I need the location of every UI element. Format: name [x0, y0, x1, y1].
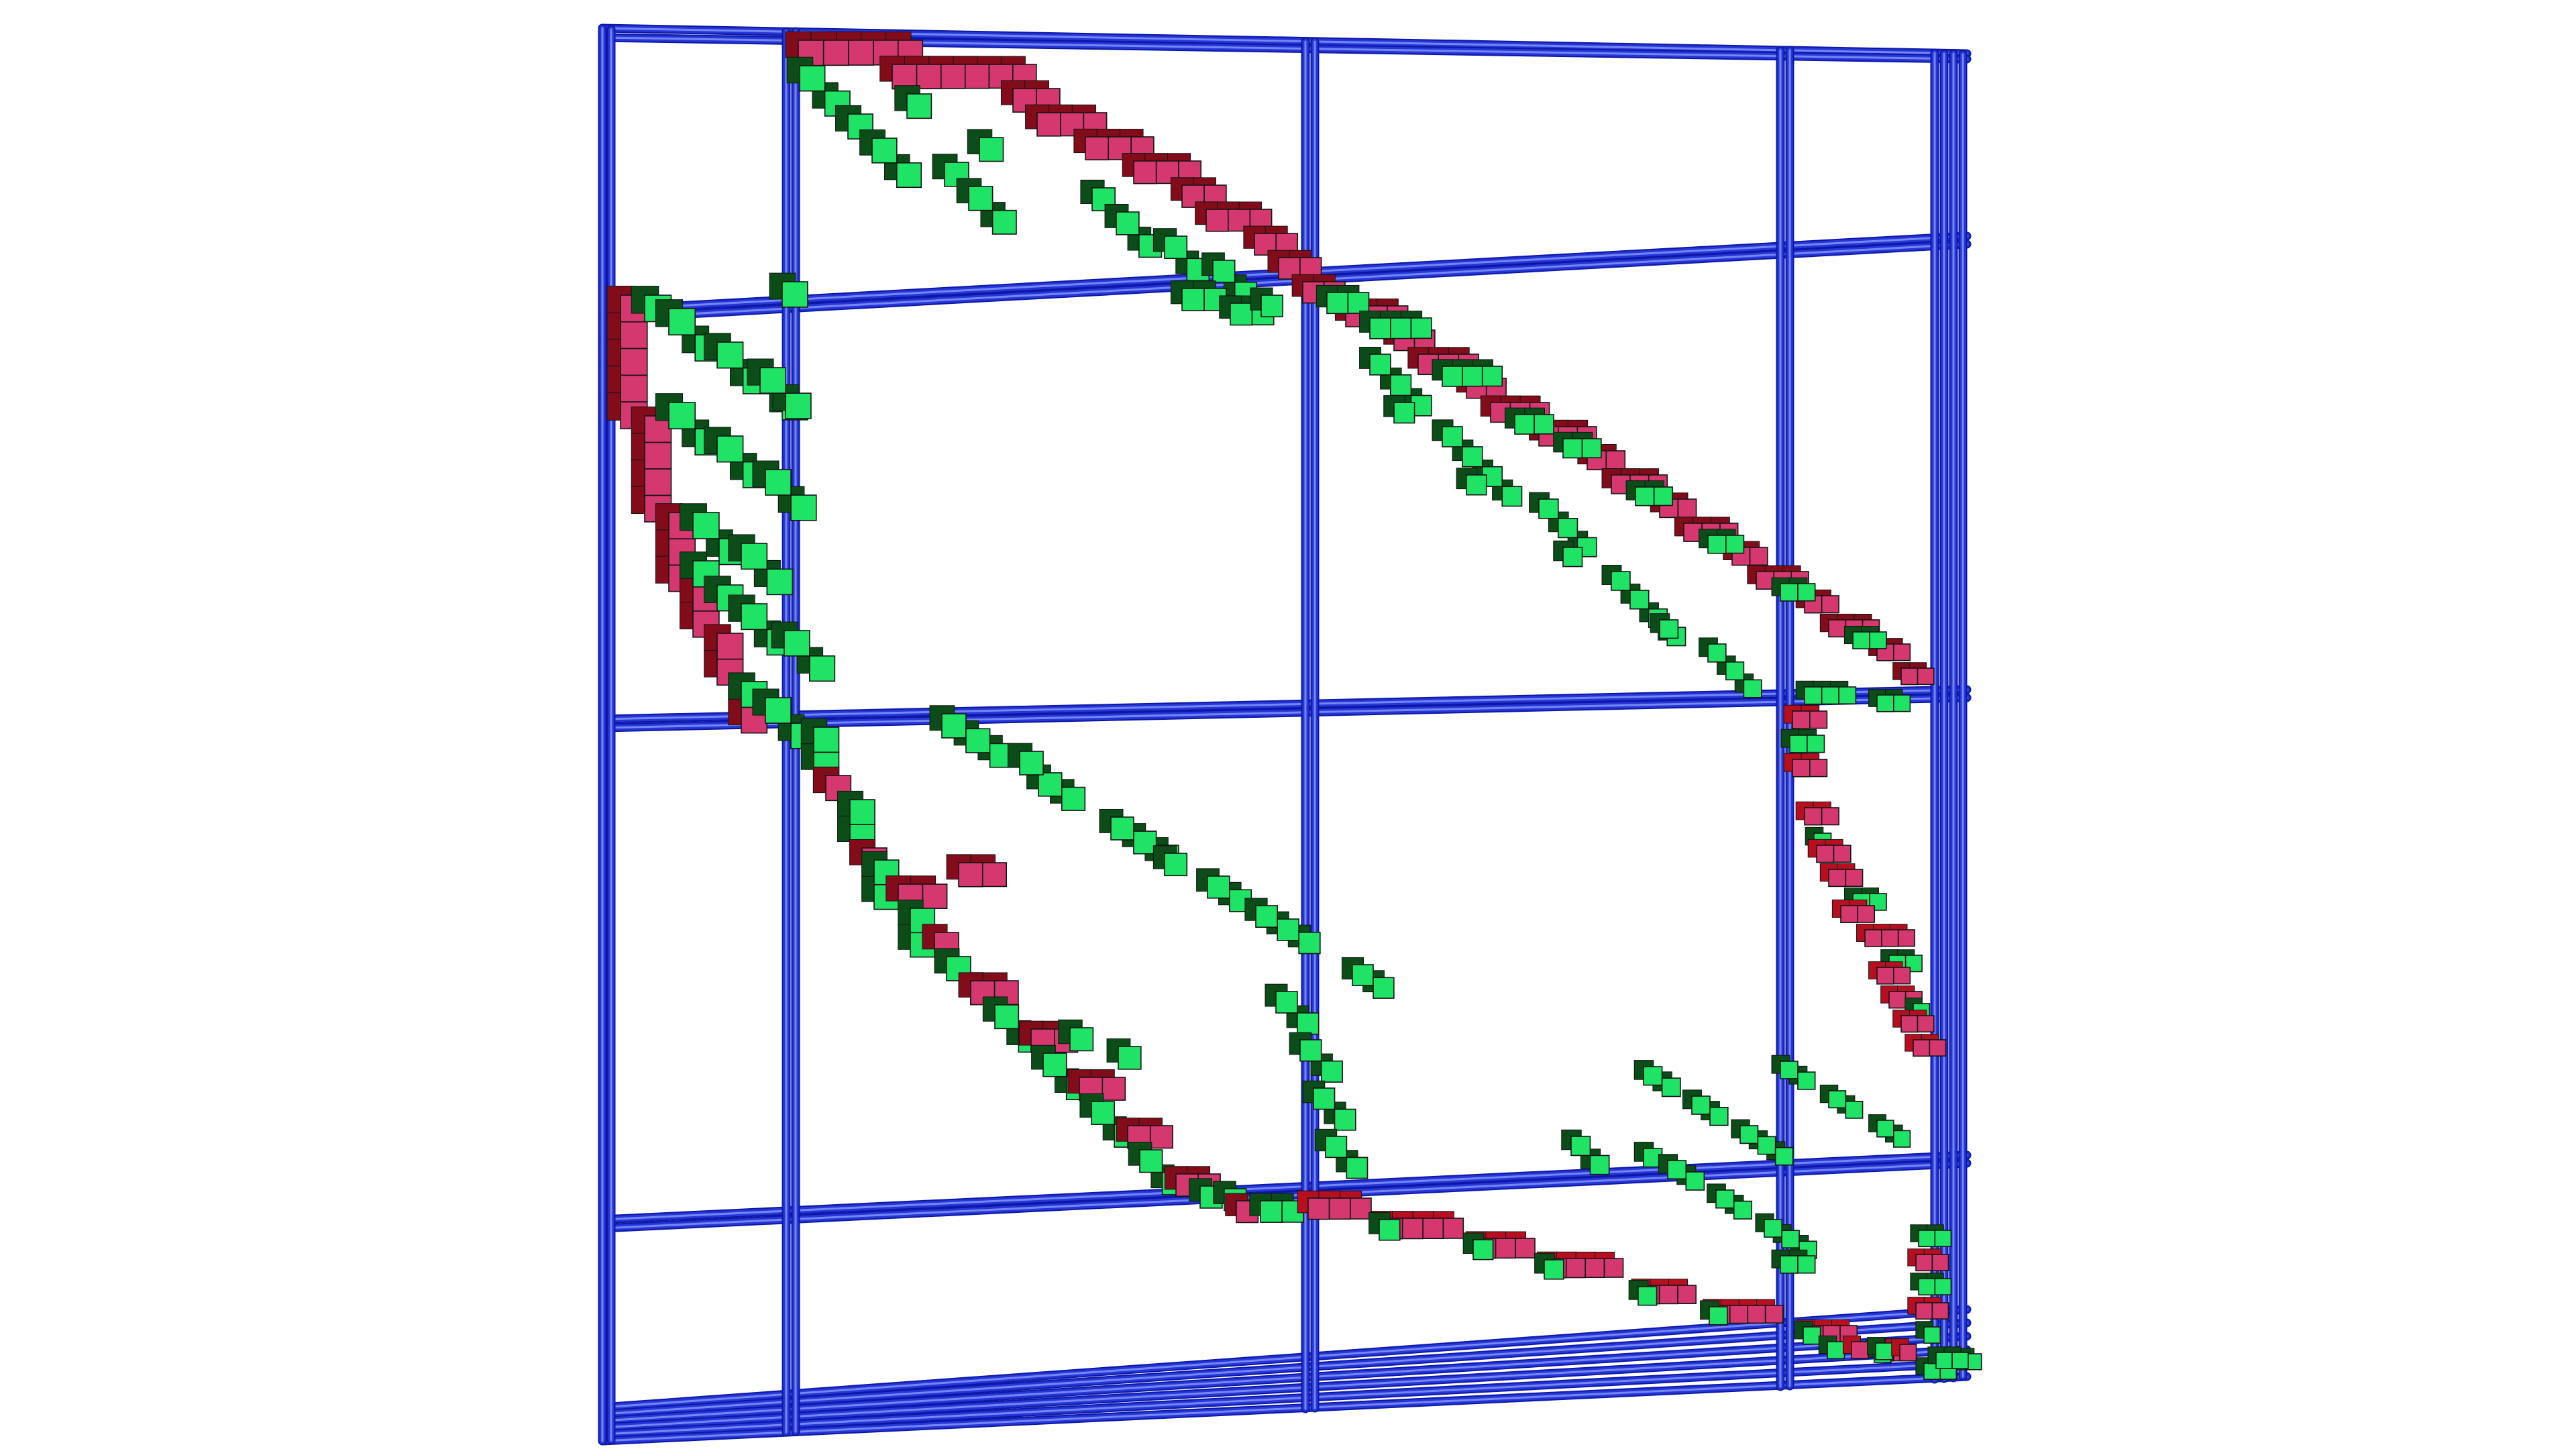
- wireframe-layer: [598, 23, 1972, 1446]
- cubes-layer: [606, 31, 1982, 1381]
